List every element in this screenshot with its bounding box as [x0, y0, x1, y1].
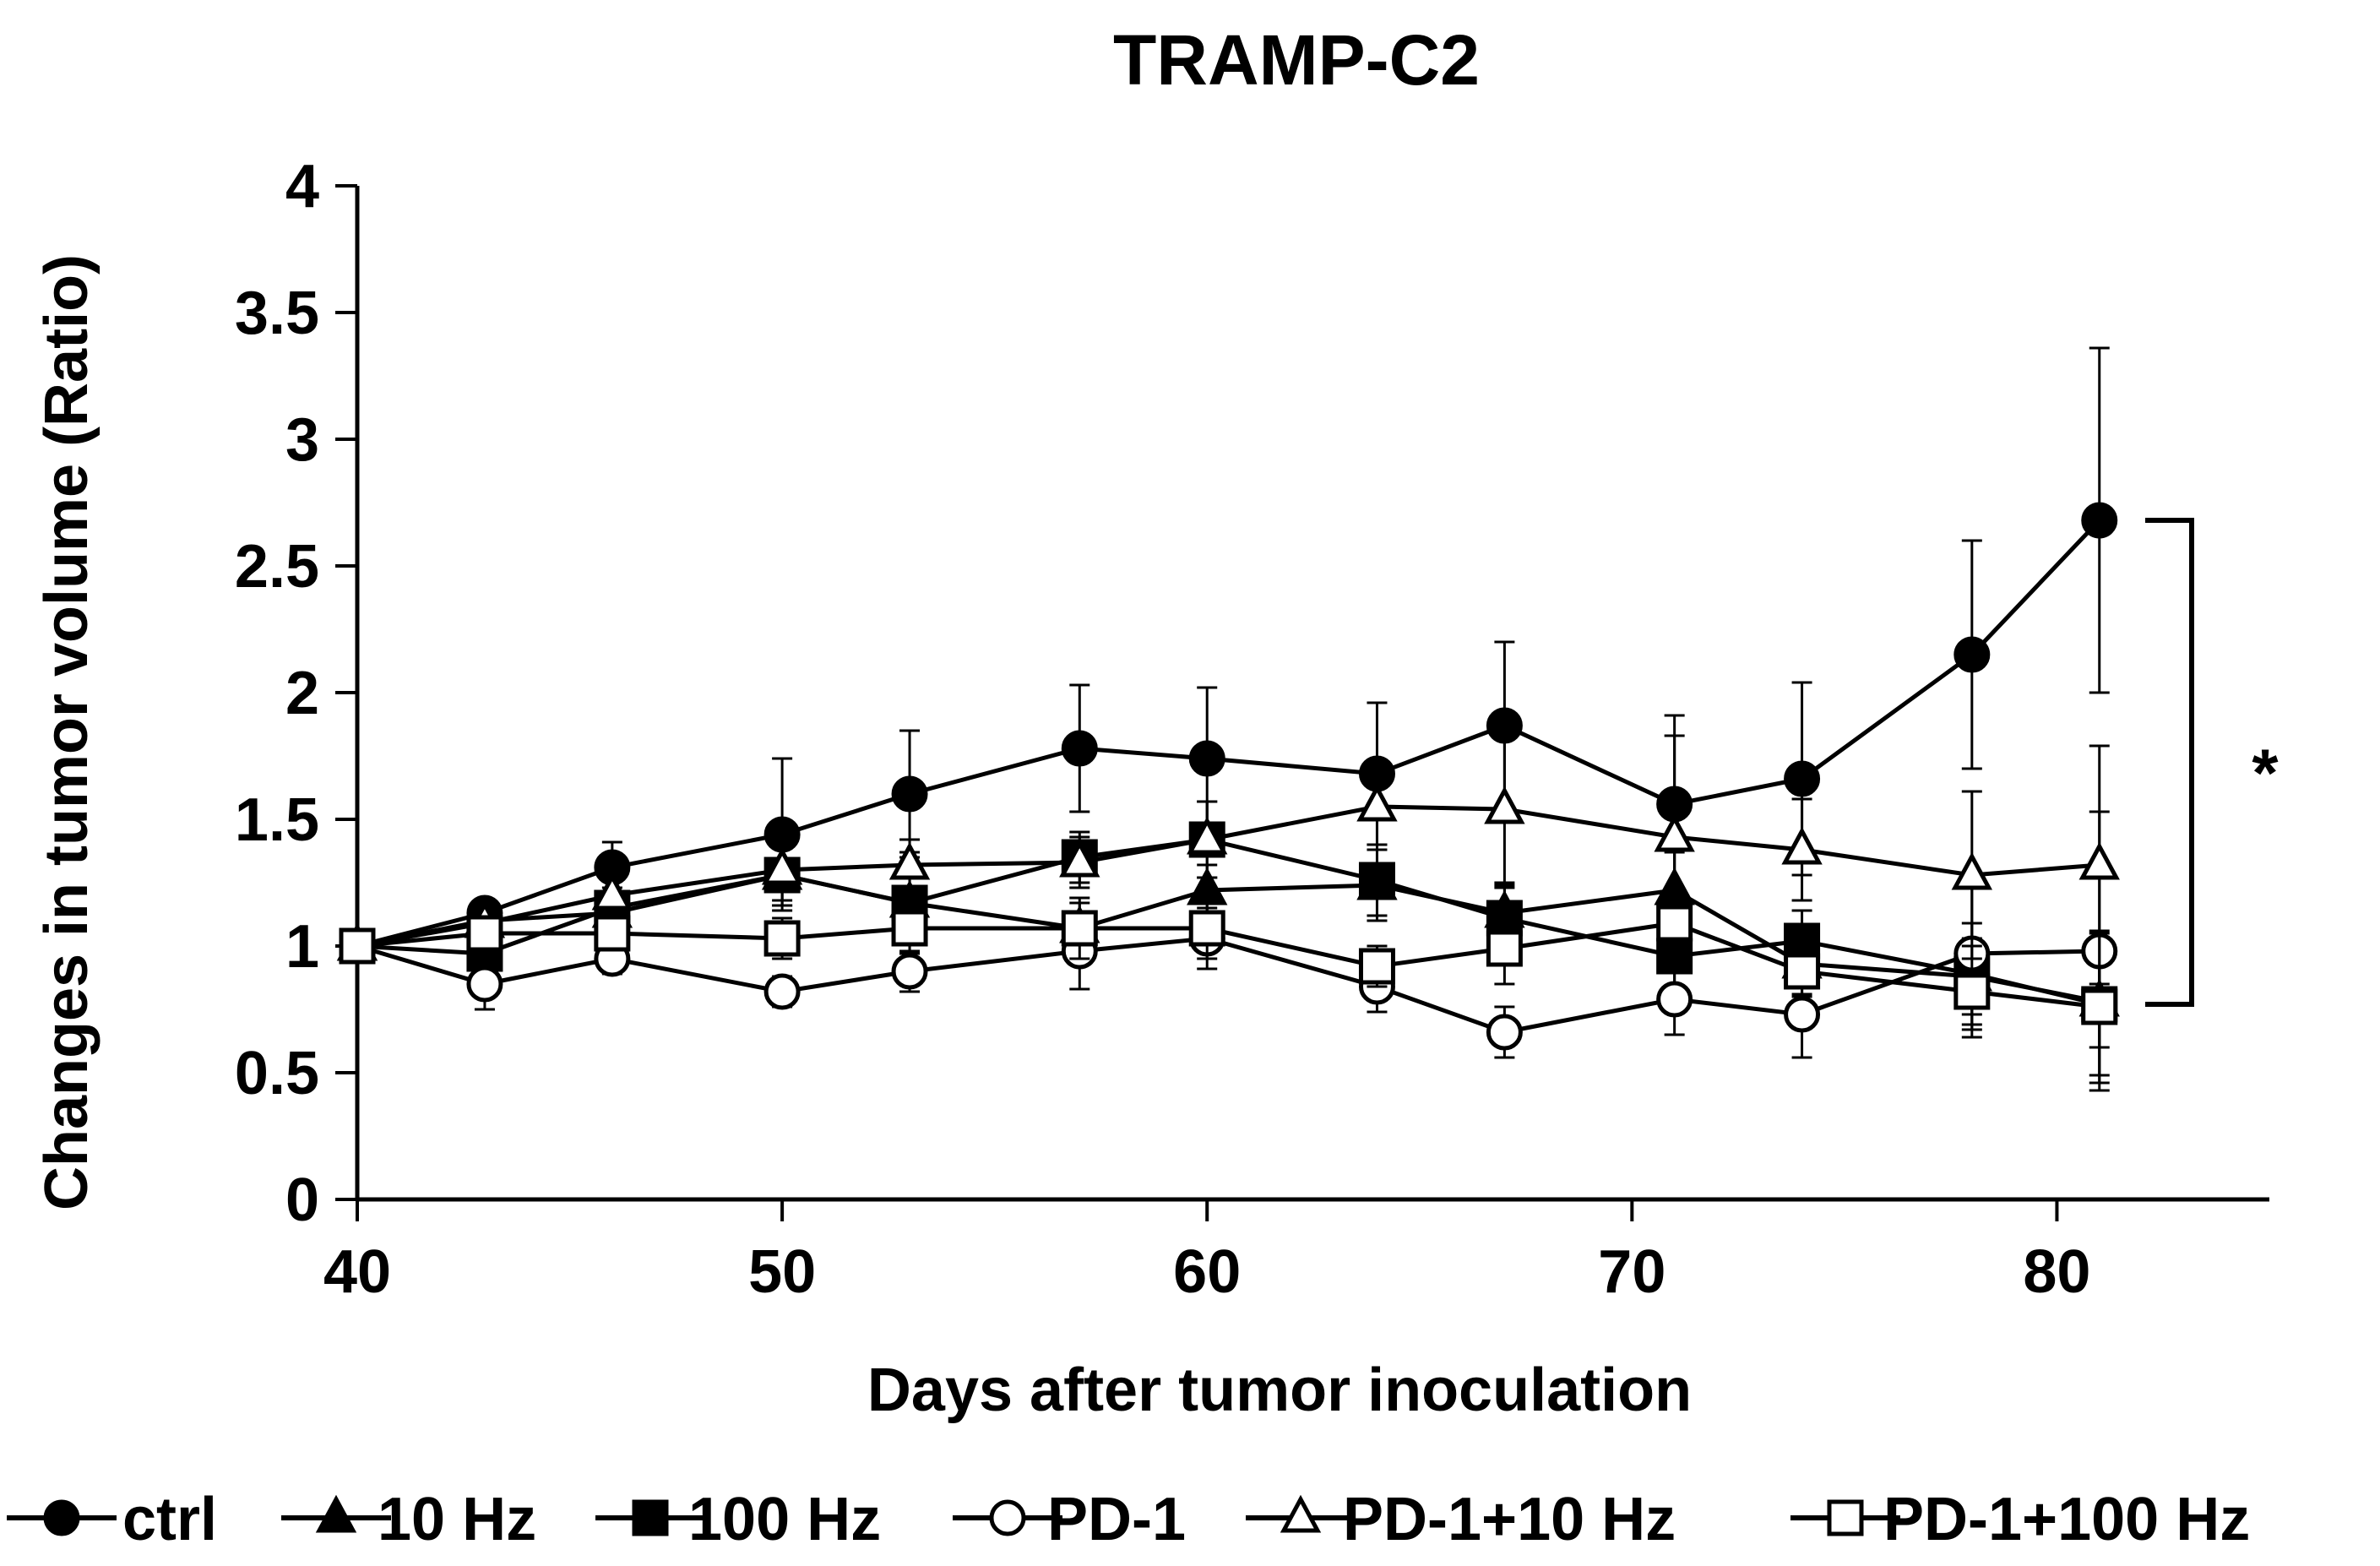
axes: 0 0.5 1 1.5 2 2.5 3 3.5 4 40 50 60 70 80 — [235, 153, 2269, 1306]
significance-star: * — [2252, 736, 2279, 811]
data-point — [1656, 981, 1693, 1018]
legend-label: 10 Hz — [378, 1486, 536, 1553]
data-point — [1188, 740, 1225, 777]
legend-label: 100 Hz — [688, 1486, 881, 1553]
x-tick-label: 80 — [2023, 1238, 2090, 1306]
data-point — [1654, 813, 1695, 852]
data-point — [1188, 910, 1225, 947]
y-tick-label: 2 — [285, 660, 319, 727]
data-point — [1061, 910, 1098, 947]
data-point — [1784, 760, 1821, 797]
data-point — [761, 846, 803, 885]
legend-marker — [315, 1494, 357, 1533]
data-point — [2078, 841, 2120, 880]
data-point — [1486, 930, 1523, 967]
data-point — [1953, 973, 1991, 1010]
legend-marker — [632, 1499, 669, 1536]
data-point — [763, 920, 801, 957]
legend-marker — [1280, 1494, 1322, 1533]
data-point — [763, 973, 801, 1010]
chart-title: TRAMP-C2 — [1113, 20, 1480, 100]
legend-item-pd-1: PD-1 — [953, 1486, 1186, 1553]
legend-item-100-hz: 100 Hz — [595, 1486, 881, 1553]
data-point — [1784, 996, 1821, 1033]
legend-label: PD-1 — [1047, 1486, 1186, 1553]
legend-marker — [1827, 1499, 1864, 1536]
significance-bracket — [2145, 518, 2194, 1007]
data-point — [339, 927, 376, 965]
data-point — [466, 915, 503, 952]
data-point — [1784, 953, 1821, 990]
legend-label: ctrl — [122, 1486, 217, 1553]
x-axis-label: Days after tumor inoculation — [867, 1357, 1692, 1424]
legend-label: PD-1+10 Hz — [1343, 1486, 1676, 1553]
y-tick-label: 1 — [285, 913, 319, 981]
legend-marker — [989, 1499, 1026, 1536]
data-point — [888, 841, 931, 880]
y-tick-label: 2.5 — [235, 533, 319, 601]
data-point — [1356, 783, 1398, 822]
legend-item-ctrl: ctrl — [7, 1486, 217, 1553]
x-tick-label: 40 — [323, 1238, 391, 1306]
data-point — [891, 953, 928, 990]
data-point — [891, 910, 928, 947]
data-point — [1784, 922, 1821, 960]
data-point — [1484, 786, 1525, 824]
data-point — [1953, 636, 1991, 673]
series-pd-1-100-hz — [339, 886, 2118, 1085]
significance-annotation: * — [2145, 518, 2279, 1007]
x-tick-label: 50 — [748, 1238, 816, 1306]
data-point — [2081, 988, 2118, 1025]
data-point — [1059, 839, 1100, 878]
data-point — [1486, 1014, 1523, 1051]
data-point — [1061, 730, 1098, 767]
legend-label: PD-1+100 Hz — [1883, 1486, 2250, 1553]
data-point — [1358, 862, 1395, 899]
x-tick-label: 60 — [1173, 1238, 1241, 1306]
data-point — [591, 872, 633, 911]
legend-item-pd-1-100-hz: PD-1+100 Hz — [1790, 1486, 2250, 1553]
data-point — [891, 775, 928, 813]
y-tick-label: 3 — [285, 406, 319, 474]
data-point — [1951, 851, 1993, 890]
legend-item-pd-1-10-hz: PD-1+10 Hz — [1246, 1486, 1676, 1553]
legend-marker — [43, 1499, 80, 1536]
y-tick-label: 4 — [285, 153, 319, 220]
data-point — [1781, 826, 1823, 865]
data-point — [466, 965, 503, 1003]
data-point — [2081, 502, 2118, 539]
legend-item-10-hz: 10 Hz — [281, 1486, 536, 1553]
data-point — [1358, 948, 1395, 985]
y-tick-label: 3.5 — [235, 280, 319, 347]
x-tick-label: 70 — [1598, 1238, 1665, 1306]
legend: ctrl 10 Hz 100 Hz PD-1 PD-1+10 Hz PD-1+100 Hz — [7, 1486, 2250, 1553]
y-axis-label: Changes in tumor volume (Ratio) — [33, 254, 101, 1210]
y-tick-label: 0.5 — [235, 1040, 319, 1107]
data-point — [1656, 905, 1693, 942]
data-point — [594, 915, 631, 952]
data-point — [1187, 816, 1228, 855]
plot-area — [336, 346, 2120, 1092]
y-tick-label: 0 — [285, 1166, 319, 1234]
y-tick-label: 1.5 — [235, 786, 319, 854]
series-ctrl — [339, 346, 2118, 965]
